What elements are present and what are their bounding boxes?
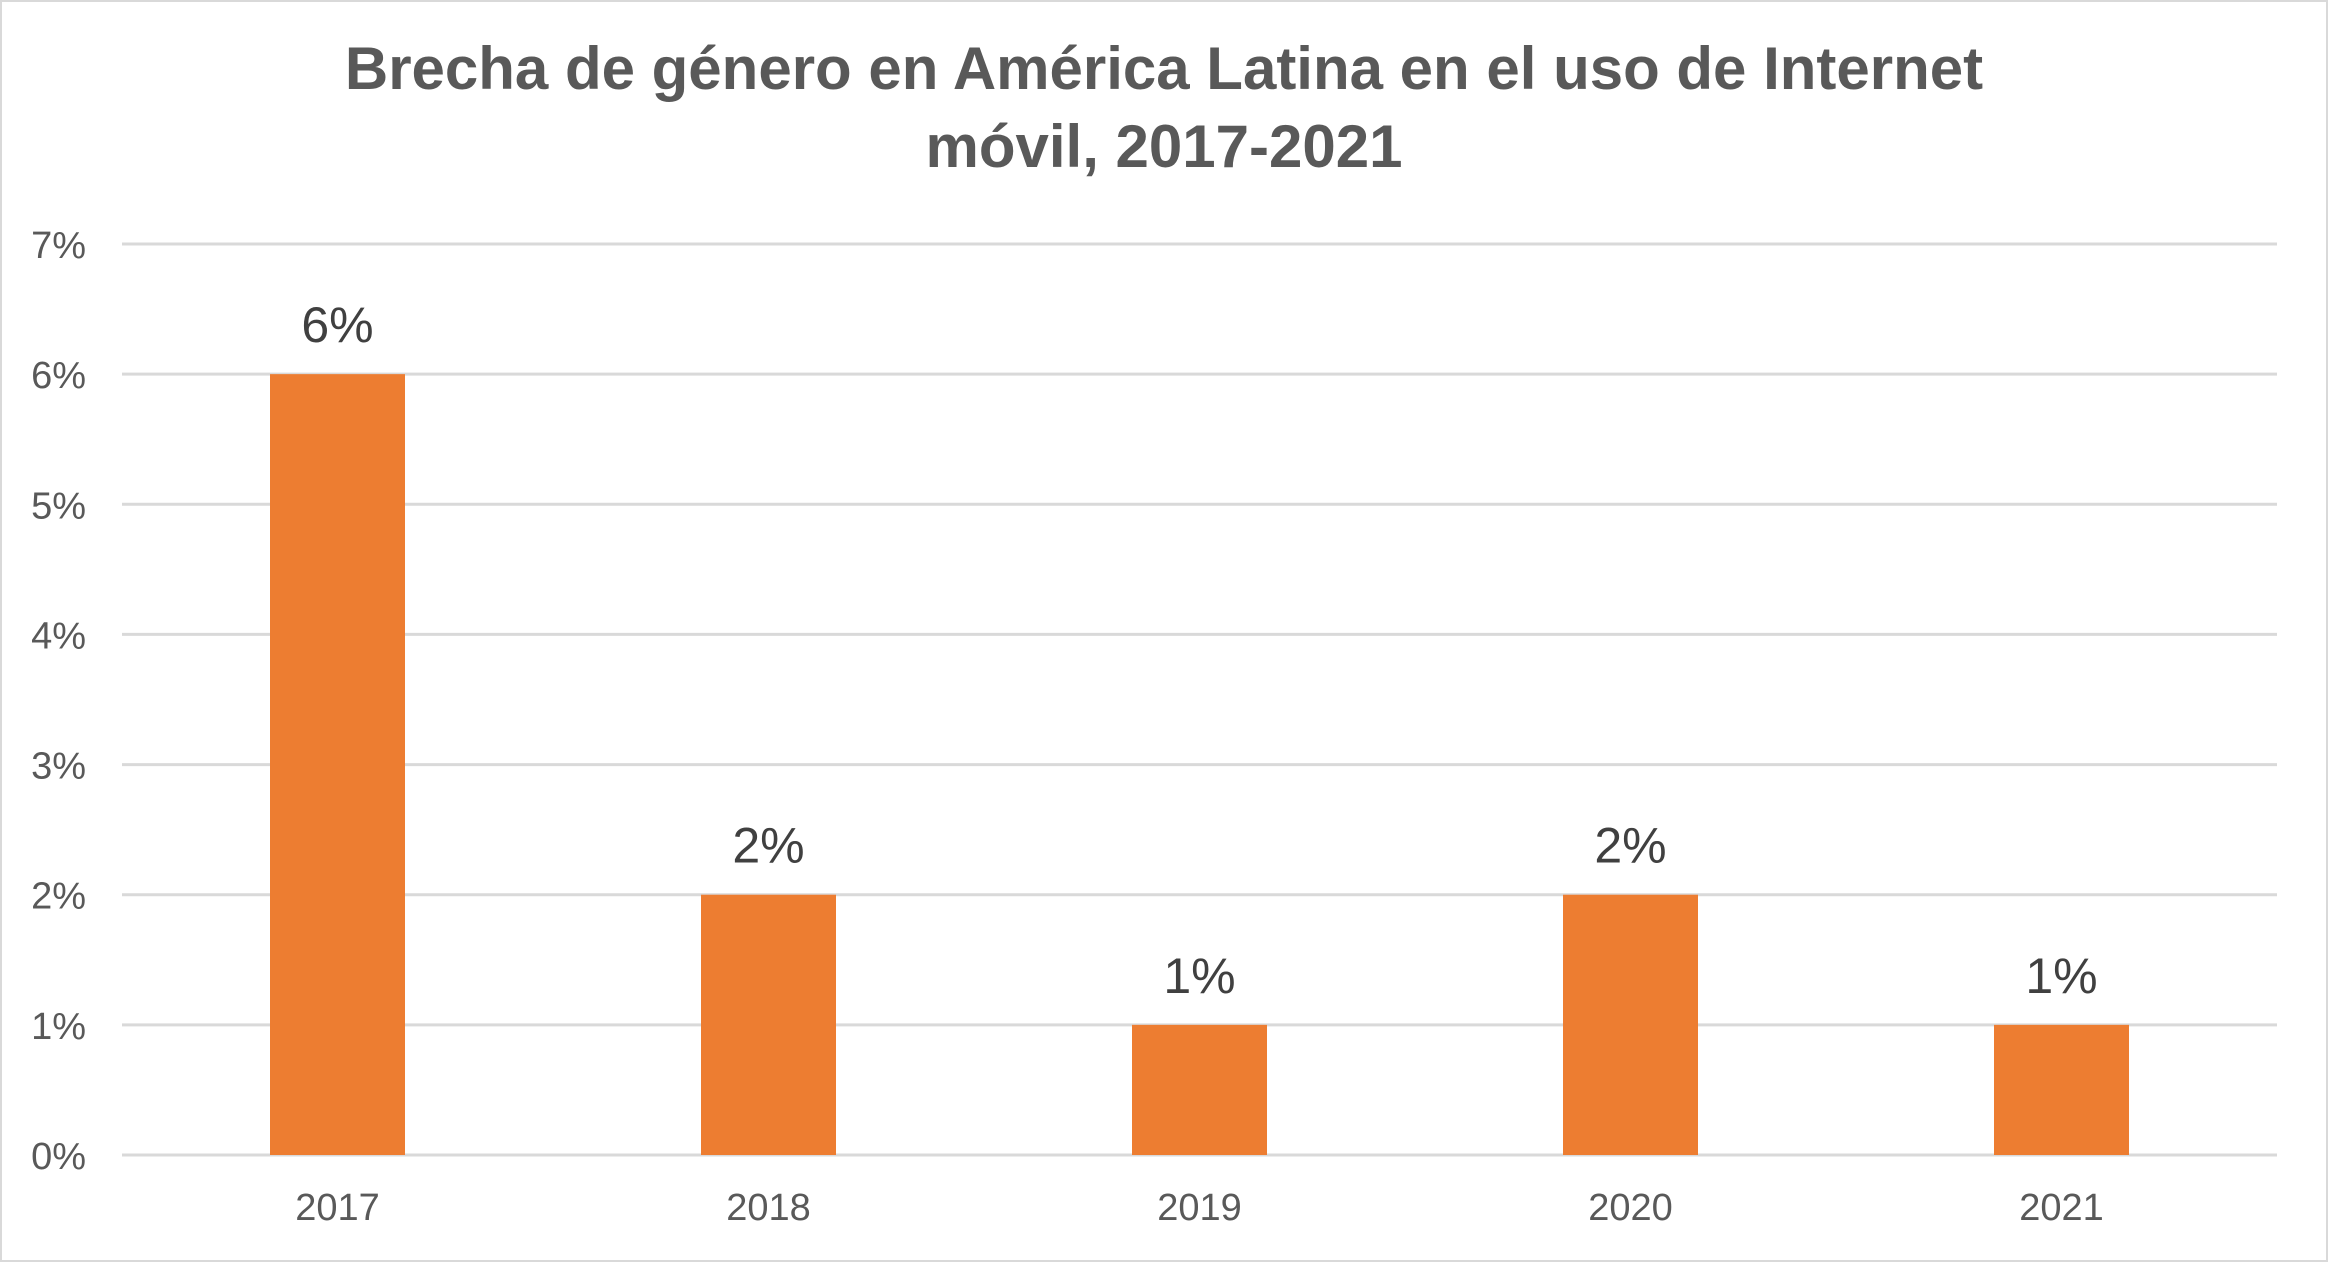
x-tick-label: 2021 — [2019, 1187, 2104, 1229]
y-tick-label: 5% — [31, 485, 86, 527]
chart-title-line-2: móvil, 2017-2021 — [925, 113, 1403, 180]
y-tick-label: 6% — [31, 355, 86, 397]
chart-title: Brecha de género en América Latina en el… — [0, 30, 2328, 186]
y-tick-label: 0% — [31, 1136, 86, 1178]
bar — [1994, 1024, 2129, 1155]
x-tick-label: 2019 — [1157, 1187, 1242, 1229]
x-tick-label: 2018 — [726, 1187, 811, 1229]
bar — [1132, 1024, 1267, 1155]
y-tick-label: 4% — [31, 615, 86, 657]
y-tick-label: 2% — [31, 876, 86, 918]
bar — [701, 894, 836, 1155]
data-label: 1% — [2025, 948, 2097, 1004]
y-tick-label: 1% — [31, 1006, 86, 1048]
x-tick-label: 2020 — [1588, 1187, 1673, 1229]
data-label: 1% — [1163, 948, 1235, 1004]
bar — [270, 374, 405, 1156]
data-label: 2% — [732, 818, 804, 874]
data-label: 2% — [1594, 818, 1666, 874]
y-tick-label: 3% — [31, 746, 86, 788]
bar — [1563, 894, 1698, 1155]
x-tick-label: 2017 — [295, 1187, 380, 1229]
y-tick-label: 7% — [31, 225, 86, 267]
data-label: 6% — [301, 297, 373, 353]
chart-title-line-1: Brecha de género en América Latina en el… — [344, 35, 1984, 102]
